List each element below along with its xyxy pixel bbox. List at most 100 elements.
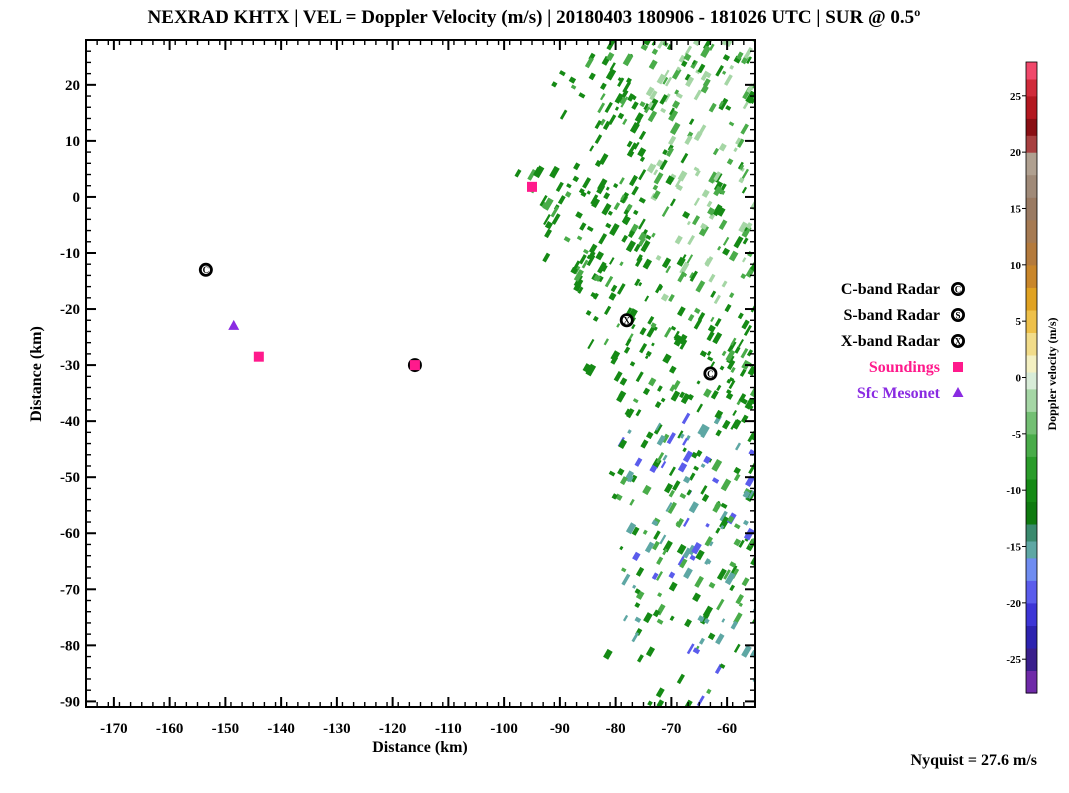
echo-cell [620, 476, 628, 486]
echo-cell [557, 195, 566, 205]
echo-cell [727, 359, 736, 370]
echo-cell [618, 177, 625, 185]
colorbar-band [1026, 95, 1037, 119]
colorbar-band [1026, 332, 1037, 356]
echo-cell [652, 184, 659, 191]
echo-cell [605, 222, 612, 229]
echo-cell [638, 231, 647, 242]
echo-cell [661, 257, 672, 269]
echo-cell [724, 571, 736, 586]
echo-cell [708, 102, 717, 113]
echo-cell [629, 361, 636, 367]
x-band-radar-marker: X [619, 313, 634, 328]
echo-cell [606, 40, 616, 51]
echo-cell [737, 161, 744, 170]
echo-cell [745, 475, 755, 488]
echo-cell [718, 188, 726, 195]
echo-cell [734, 523, 741, 530]
sounding-marker [253, 351, 264, 362]
echo-cell [746, 56, 752, 64]
echo-cell [696, 403, 704, 413]
echo-cell [682, 447, 687, 453]
echo-cell [656, 618, 664, 625]
echo-cell [655, 254, 662, 261]
echo-cell [616, 323, 621, 328]
echo-cell [633, 209, 639, 216]
echo-cell [611, 493, 618, 500]
echo-cell [662, 76, 669, 85]
echo-cell [703, 455, 712, 464]
echo-cell [626, 77, 632, 84]
echo-cell [613, 202, 621, 211]
echo-cell [738, 393, 747, 403]
echo-cell [593, 274, 601, 282]
echo-cell [655, 687, 665, 698]
echo-cell [714, 409, 724, 420]
echo-cell [713, 171, 722, 182]
echo-cell [718, 219, 728, 231]
echo-cell [695, 69, 701, 75]
echo-cell [649, 464, 658, 474]
x-tick-label: -100 [490, 721, 518, 737]
echo-cell [555, 181, 564, 192]
echo-cell [542, 252, 551, 263]
echo-cell [710, 316, 715, 323]
echo-cell [728, 379, 736, 390]
echo-cell [735, 137, 743, 146]
echo-cell [677, 462, 688, 473]
echo-cell [746, 349, 754, 357]
colorbar-band [1026, 78, 1037, 97]
echo-cell [634, 602, 641, 609]
echo-cell [691, 542, 702, 555]
echo-cell [543, 214, 551, 226]
echo-cell [682, 437, 689, 446]
echo-cell [646, 431, 654, 440]
echo-cell [686, 254, 694, 265]
radar-echo-field [514, 40, 755, 707]
echo-cell [586, 190, 591, 195]
echo-cell [604, 305, 612, 315]
echo-cell [692, 592, 701, 602]
echo-cell [669, 615, 675, 622]
echo-cell [605, 186, 610, 191]
echo-cell [621, 234, 629, 243]
echo-cell [714, 317, 722, 327]
echo-cell [639, 327, 647, 336]
echo-cell [626, 408, 635, 419]
echo-cell [693, 197, 701, 206]
echo-cell [746, 222, 753, 230]
echo-cell [676, 66, 681, 72]
echo-cell [570, 266, 578, 275]
echo-cell [656, 699, 665, 707]
echo-cell [677, 554, 686, 566]
echo-cell [613, 370, 623, 382]
echo-cell [729, 561, 737, 568]
legend: C-band Radar C S-band Radar S X-band Radar X S… [841, 281, 965, 402]
colorbar-band [1026, 524, 1037, 542]
echo-cell [668, 109, 679, 122]
echo-cell [656, 73, 666, 85]
plot-area [86, 40, 755, 707]
echo-cell [653, 423, 663, 435]
echo-cell [651, 232, 656, 238]
echo-cell [704, 256, 714, 267]
echo-cell [573, 269, 584, 282]
echo-cell [742, 101, 749, 110]
echo-cell [662, 69, 670, 80]
y-axis-label: Distance (km) [28, 326, 45, 422]
echo-cell [566, 183, 572, 189]
colorbar-band [1026, 118, 1037, 136]
echo-cell [629, 498, 635, 506]
echo-cell [640, 439, 649, 449]
echo-cell [728, 292, 735, 299]
echo-cell [621, 573, 631, 586]
colorbar-band [1026, 152, 1037, 176]
echo-cell [631, 631, 640, 643]
echo-cell [743, 46, 753, 59]
echo-cell [637, 147, 647, 158]
echo-cell [713, 185, 723, 197]
echo-cell [738, 177, 745, 184]
svg-text:X: X [955, 336, 962, 346]
echo-cell [710, 290, 717, 298]
echo-cell [659, 534, 667, 545]
